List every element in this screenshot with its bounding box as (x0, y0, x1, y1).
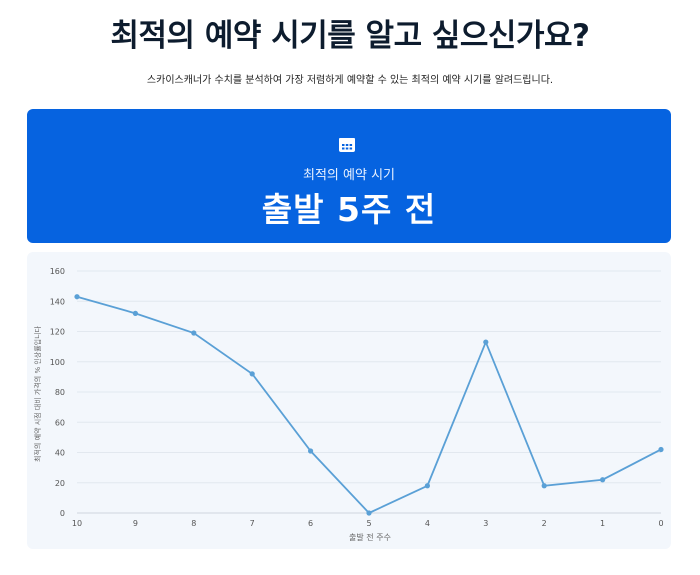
x-tick-label: 7 (250, 519, 255, 528)
x-tick-label: 9 (133, 519, 138, 528)
y-tick-label: 60 (55, 418, 65, 427)
x-tick-label: 5 (366, 519, 371, 528)
x-tick-label: 1 (600, 519, 605, 528)
y-tick-label: 0 (60, 509, 65, 518)
page-title: 최적의 예약 시기를 알고 싶으신가요? (110, 18, 590, 54)
data-point[interactable] (74, 294, 80, 300)
page-subtitle: 스카이스캐너가 수치를 분석하여 가장 저렴하게 예약할 수 있는 최적의 예약… (146, 75, 554, 86)
y-axis-title: 최적의 예약 시점 대비 가격의 % 인상률입니다 (33, 325, 42, 461)
data-point[interactable] (541, 483, 547, 489)
data-point[interactable] (424, 483, 430, 489)
data-point[interactable] (308, 448, 314, 454)
x-tick-label: 0 (658, 519, 663, 528)
x-tick-label: 10 (72, 519, 82, 528)
data-point[interactable] (366, 510, 372, 516)
y-tick-label: 100 (50, 358, 65, 367)
x-tick-label: 2 (542, 519, 547, 528)
series-line (76, 295, 662, 515)
calendar-icon (339, 138, 355, 152)
data-point[interactable] (483, 339, 489, 345)
data-point[interactable] (600, 477, 606, 483)
best-time-value: 출발 5주 전 (261, 190, 437, 229)
best-time-card: 최적의 예약 시기 출발 5주 전 (27, 109, 671, 243)
y-tick-label: 160 (50, 267, 65, 276)
y-tick-label: 120 (50, 328, 65, 337)
x-tick-label: 8 (191, 519, 196, 528)
x-tick-label: 4 (425, 519, 430, 528)
x-axis-title: 출발 전 주수 (349, 532, 391, 542)
chart-panel: 0 20 40 60 80 100 120 140 160 10 9 8 7 6 5 4 3 2 1 0 출발 전 … (27, 252, 671, 549)
data-point[interactable] (191, 330, 197, 336)
data-point[interactable] (658, 446, 664, 453)
y-tick-label: 140 (50, 297, 65, 306)
best-time-label: 최적의 예약 시기 (303, 168, 395, 183)
y-tick-label: 80 (55, 388, 65, 397)
data-point[interactable] (249, 371, 255, 377)
data-point[interactable] (132, 310, 138, 316)
y-tick-label: 20 (55, 479, 65, 488)
x-tick-label: 6 (308, 519, 313, 528)
x-tick-label: 3 (483, 519, 488, 528)
y-tick-label: 40 (55, 449, 65, 458)
